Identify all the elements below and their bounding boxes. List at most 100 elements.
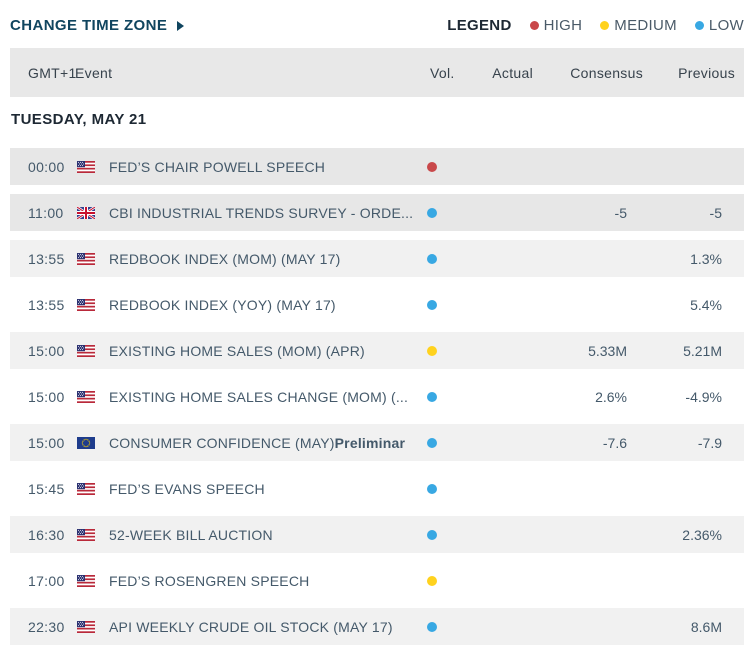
column-header-actual: Actual: [492, 64, 533, 81]
event-name: REDBOOK INDEX (YOY) (MAY 17): [109, 296, 336, 313]
consensus-value: -5: [614, 204, 627, 221]
event-name: API WEEKLY CRUDE OIL STOCK (MAY 17): [109, 618, 393, 635]
table-header-row: GMT+1 Event Vol. Actual Consensus Previo…: [10, 48, 744, 97]
event-time: 15:00: [28, 434, 65, 451]
event-name: FED’S ROSENGREN SPEECH: [109, 572, 310, 589]
us-flag-icon: [77, 344, 109, 357]
gb-flag-icon: [77, 206, 109, 219]
previous-value: -4.9%: [685, 388, 722, 405]
event-name: CONSUMER CONFIDENCE (MAY)Preliminar: [109, 434, 406, 451]
volatility-cell: [427, 161, 447, 172]
volatility-cell: [427, 483, 447, 494]
previous-value: -7.9: [697, 434, 722, 451]
event-row[interactable]: 13:55 REDBOOK INDEX (MOM) (MAY 17) 1.3%: [10, 240, 744, 277]
event-row[interactable]: 15:00 CONSUMER CONFIDENCE (MAY)Preliminar…: [10, 424, 744, 461]
change-time-zone-label: CHANGE TIME ZONE: [10, 17, 168, 34]
event-name: REDBOOK INDEX (MOM) (MAY 17): [109, 250, 341, 267]
low-volatility-dot-icon: [427, 299, 437, 310]
event-name: FED’S CHAIR POWELL SPEECH: [109, 158, 326, 175]
event-row[interactable]: 16:30 52-WEEK BILL AUCTION 2.36%: [10, 516, 744, 553]
volatility-cell: [427, 253, 447, 264]
event-time: 16:30: [28, 526, 65, 543]
event-time: 17:00: [28, 572, 65, 589]
low-volatility-dot-icon: [427, 621, 437, 632]
event-row[interactable]: 00:00 FED’S CHAIR POWELL SPEECH: [10, 148, 744, 185]
column-header-volatility: Vol.: [430, 64, 455, 81]
event-time: 11:00: [28, 204, 64, 221]
low-volatility-dot-icon: [427, 437, 437, 448]
medium-volatility-dot-icon: [427, 575, 437, 586]
eu-flag-icon: [77, 436, 109, 449]
previous-value: -5: [709, 204, 722, 221]
legend-item-medium: MEDIUM: [600, 17, 677, 34]
legend-item-high: HIGH: [529, 17, 583, 34]
event-row[interactable]: 15:00 EXISTING HOME SALES CHANGE (MOM) (.…: [10, 378, 744, 415]
legend: LEGEND HIGH MEDIUM LOW: [447, 17, 744, 34]
event-row[interactable]: 15:45 FED’S EVANS SPEECH: [10, 470, 744, 507]
legend-label: LEGEND: [447, 17, 512, 34]
previous-value: 1.3%: [690, 250, 722, 267]
event-row[interactable]: 11:00 CBI INDUSTRIAL TRENDS SURVEY - ORDE…: [10, 194, 744, 231]
event-time: 13:55: [28, 296, 65, 313]
event-row[interactable]: 22:30 API WEEKLY CRUDE OIL STOCK (MAY 17)…: [10, 608, 744, 645]
event-time: 00:00: [28, 158, 65, 175]
us-flag-icon: [77, 160, 109, 173]
consensus-value: -7.6: [602, 434, 627, 451]
volatility-cell: [427, 621, 447, 632]
us-flag-icon: [77, 252, 109, 265]
event-name: FED’S EVANS SPEECH: [109, 480, 265, 497]
low-volatility-dot-icon: [427, 391, 437, 402]
low-volatility-dot-icon: [427, 253, 437, 264]
medium-volatility-dot-icon: [427, 345, 437, 356]
low-volatility-dot-icon: [694, 21, 704, 30]
event-time: 13:55: [28, 250, 65, 267]
high-volatility-dot-icon: [427, 161, 437, 172]
consensus-value: 2.6%: [595, 388, 627, 405]
us-flag-icon: [77, 620, 109, 633]
high-volatility-dot-icon: [529, 21, 539, 30]
event-time: 15:00: [28, 388, 65, 405]
event-name: EXISTING HOME SALES (MOM) (APR): [109, 342, 365, 359]
volatility-cell: [427, 391, 447, 402]
volatility-cell: [427, 299, 447, 310]
volatility-cell: [427, 575, 447, 586]
event-time: 15:45: [28, 480, 65, 497]
event-row[interactable]: 13:55 REDBOOK INDEX (YOY) (MAY 17) 5.4%: [10, 286, 744, 323]
event-time: 22:30: [28, 618, 65, 635]
column-header-timezone: GMT+1: [28, 64, 77, 81]
us-flag-icon: [77, 298, 109, 311]
previous-value: 2.36%: [682, 526, 722, 543]
previous-value: 5.4%: [690, 296, 722, 313]
change-time-zone-button[interactable]: CHANGE TIME ZONE: [10, 17, 185, 34]
event-rows: 00:00 FED’S CHAIR POWELL SPEECH 11:00 CBI I…: [10, 148, 744, 645]
event-name: EXISTING HOME SALES CHANGE (MOM) (...: [109, 388, 409, 405]
volatility-cell: [427, 345, 447, 356]
event-name-suffix: Preliminar: [334, 434, 406, 451]
legend-item-low: LOW: [694, 17, 744, 34]
event-row[interactable]: 17:00 FED’S ROSENGREN SPEECH: [10, 562, 744, 599]
legend-item-label: HIGH: [543, 17, 583, 34]
legend-items: HIGH MEDIUM LOW: [529, 17, 744, 34]
column-header-previous: Previous: [678, 64, 735, 81]
volatility-cell: [427, 207, 447, 218]
legend-item-label: LOW: [708, 17, 744, 34]
us-flag-icon: [77, 574, 109, 587]
event-time: 15:00: [28, 342, 65, 359]
previous-value: 8.6M: [690, 618, 722, 635]
medium-volatility-dot-icon: [600, 21, 610, 30]
legend-item-label: MEDIUM: [614, 17, 677, 34]
low-volatility-dot-icon: [427, 483, 437, 494]
volatility-cell: [427, 437, 447, 448]
low-volatility-dot-icon: [427, 529, 437, 540]
calendar-table: GMT+1 Event Vol. Actual Consensus Previo…: [10, 48, 744, 654]
column-header-event: Event: [75, 64, 113, 81]
event-name: CBI INDUSTRIAL TRENDS SURVEY - ORDE...: [109, 204, 414, 221]
chevron-right-icon: [177, 20, 185, 31]
volatility-cell: [427, 529, 447, 540]
event-name: 52-WEEK BILL AUCTION: [109, 526, 273, 543]
event-row[interactable]: 15:00 EXISTING HOME SALES (MOM) (APR) 5.33…: [10, 332, 744, 369]
us-flag-icon: [77, 482, 109, 495]
column-header-consensus: Consensus: [570, 64, 643, 81]
calendar-toolbar: CHANGE TIME ZONE LEGEND HIGH MEDIUM LOW: [0, 0, 756, 40]
